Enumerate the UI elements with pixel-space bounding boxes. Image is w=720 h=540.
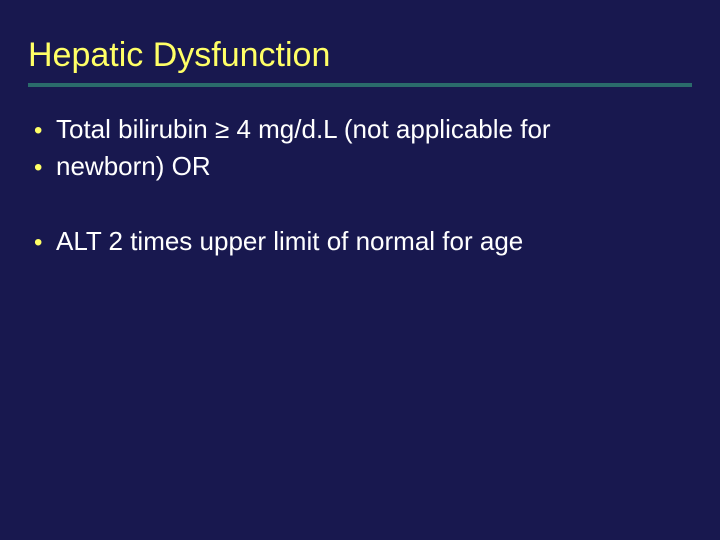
bullet-icon: • [34, 154, 56, 183]
bullet-text: newborn) OR [56, 150, 211, 183]
bullet-icon: • [34, 117, 56, 146]
bullet-text: Total bilirubin ≥ 4 mg/d.L (not applicab… [56, 113, 551, 146]
slide-content: • Total bilirubin ≥ 4 mg/d.L (not applic… [28, 113, 692, 257]
bullet-item: • Total bilirubin ≥ 4 mg/d.L (not applic… [34, 113, 692, 146]
bullet-item: • ALT 2 times upper limit of normal for … [34, 225, 692, 258]
slide: Hepatic Dysfunction • Total bilirubin ≥ … [0, 0, 720, 540]
bullet-icon: • [34, 229, 56, 258]
bullet-item: • newborn) OR [34, 150, 692, 183]
slide-title: Hepatic Dysfunction [28, 36, 692, 87]
bullet-text: ALT 2 times upper limit of normal for ag… [56, 225, 523, 258]
